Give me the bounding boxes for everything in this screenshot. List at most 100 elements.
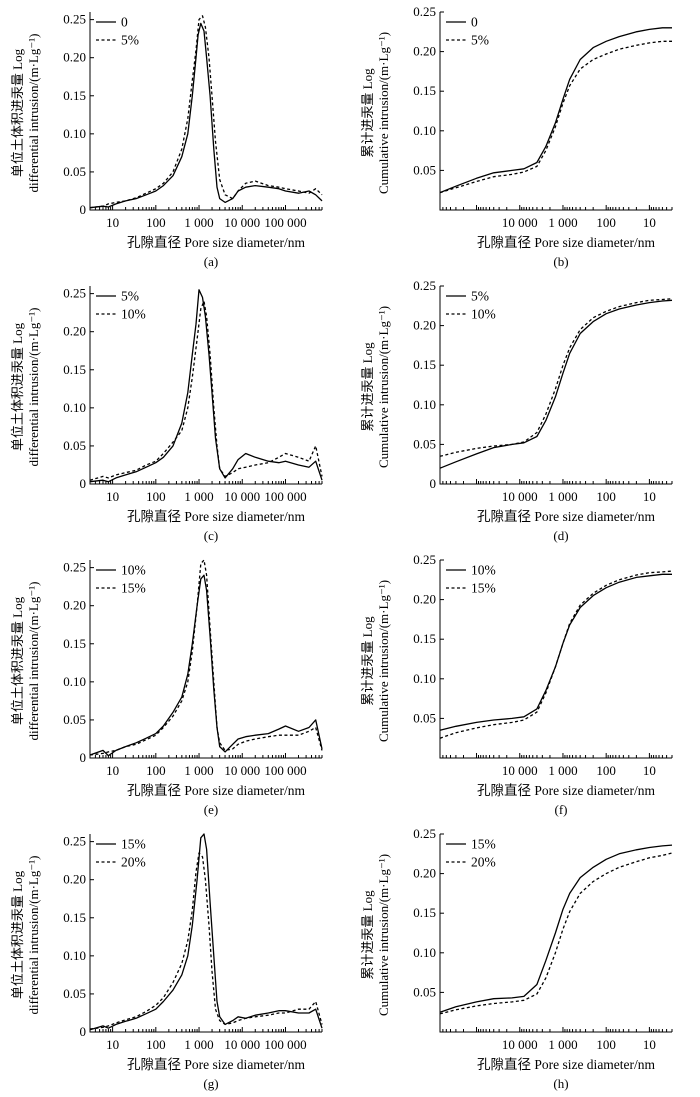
x-tick-label: 10 000 [224,489,260,504]
series-line-0 [89,22,323,209]
y-tick-label: 0.25 [63,560,86,575]
x-axis-label: 孔隙直径 Pore size diameter/nm [127,783,306,798]
y-tick-label: 0.10 [413,671,436,686]
y-tick-label: 0.10 [413,123,436,138]
y-axis-label-line-1: 累计进汞量 Log [360,616,375,706]
series-line-0 [439,27,672,194]
x-tick-label: 10 [643,489,656,504]
legend-label: 0 [121,15,128,30]
series-line-1 [439,40,672,194]
series-line-1 [89,852,323,1030]
series-line-1 [439,852,673,1015]
y-tick-label: 0.25 [413,826,436,841]
x-tick-label: 1 000 [184,1037,213,1052]
legend-label: 20% [471,855,496,870]
legend-label: 5% [471,33,489,48]
x-tick-label: 100 000 [264,215,306,230]
x-axis-label: 孔隙直径 Pore size diameter/nm [477,1057,656,1072]
y-tick-label: 0.05 [63,438,86,453]
y-tick-label: 0.15 [413,83,436,98]
x-tick-label: 10 [106,489,119,504]
x-axis-label: 孔隙直径 Pore size diameter/nm [477,783,656,798]
y-tick-label: 0.20 [413,44,436,59]
chart-panel-f: 0.05 0.10 0.15 0.20 0.25 10 000 1 000 100 10 孔隙直径… [350,548,700,822]
y-axis-label-line-1: 累计进汞量 Log [360,342,375,432]
x-tick-label: 100 [596,1037,616,1052]
panel-label: (e) [204,802,218,817]
legend-label: 0 [471,15,478,30]
y-tick-label: 0.05 [413,436,436,451]
x-tick-label: 1 000 [184,489,213,504]
chart-svg-e: 0 0.05 0.10 0.15 0.20 0.25 10 100 1 000 10 000 100… [10,559,323,817]
panel-label: (f) [555,802,568,817]
y-tick-label: 0 [80,202,87,217]
y-tick-label: 0 [80,1024,87,1039]
y-tick-label: 0.15 [413,631,436,646]
y-tick-label: 0.25 [413,4,436,19]
legend-label: 10% [121,307,146,322]
y-tick-label: 0 [80,476,87,491]
y-tick-label: 0.20 [413,592,436,607]
y-axis-label-line-2: Cumulative intrusion/(m·Lg⁻¹) [376,306,391,468]
chart-svg-h: 0.05 0.10 0.15 0.20 0.25 10 000 1 000 100 10 孔隙直径… [360,826,673,1091]
x-tick-label: 10 000 [224,1037,260,1052]
chart-svg-c: 0 0.05 0.10 0.15 0.20 0.25 10 100 1 000 10 000 100… [10,286,323,543]
y-tick-label: 0.15 [63,910,86,925]
x-tick-label: 10 000 [224,215,260,230]
y-tick-label: 0 [80,750,87,765]
y-tick-label: 0.25 [63,12,86,27]
x-tick-label: 100 000 [264,489,306,504]
y-tick-label: 0.15 [63,88,86,103]
y-tick-label: 0.05 [63,712,86,727]
y-tick-label: 0.25 [63,286,86,301]
x-axis-label: 孔隙直径 Pore size diameter/nm [477,235,656,250]
y-tick-label: 0.10 [63,126,86,141]
y-tick-label: 0.15 [413,905,436,920]
x-tick-label: 10 000 [502,489,538,504]
series-line-1 [439,570,673,739]
x-tick-label: 10 [643,215,656,230]
y-tick-label: 0.25 [413,278,436,293]
y-axis-label-line-1: 单位土体积进汞量 Log [10,596,25,725]
x-tick-label: 1 000 [548,763,577,778]
x-tick-label: 1 000 [548,1037,577,1052]
y-tick-label: 0.15 [63,636,86,651]
legend-label: 10% [471,563,496,578]
chart-svg-g: 0 0.05 0.10 0.15 0.20 0.25 10 100 1 000 10 000 100… [10,833,323,1091]
x-tick-label: 10 000 [502,763,538,778]
chart-svg-b: 0.05 0.10 0.15 0.20 0.25 10 000 1 000 100 10 孔隙直径… [360,4,673,269]
chart-panel-d: 0 0.05 0.10 0.15 0.20 0.25 10 000 1 000 100 10 孔隙直… [350,274,700,548]
series-line-0 [439,844,673,1013]
x-axis-label: 孔隙直径 Pore size diameter/nm [127,509,306,524]
chart-svg-a: 0 0.05 0.10 0.15 0.20 0.25 10 100 1 000 10 000 100… [10,12,323,269]
y-axis-label-line-1: 单位土体积进汞量 Log [10,322,25,451]
y-axis-label-line-2: differential intrusion/(m·Lg⁻¹) [26,856,41,1015]
y-tick-label: 0.05 [413,162,436,177]
y-tick-label: 0.10 [63,400,86,415]
x-tick-label: 10 000 [502,1037,538,1052]
panel-label: (a) [204,254,218,269]
legend-label: 15% [121,581,146,596]
x-axis-label: 孔隙直径 Pore size diameter/nm [477,509,656,524]
panel-label: (g) [203,1076,218,1091]
y-tick-label: 0.25 [63,834,86,849]
series-line-0 [439,573,672,731]
y-tick-label: 0.20 [63,598,86,613]
y-axis-label-line-1: 单位土体积进汞量 Log [10,870,25,999]
chart-svg-f: 0.05 0.10 0.15 0.20 0.25 10 000 1 000 100 10 孔隙直径… [360,552,673,817]
chart-panel-a: 0 0.05 0.10 0.15 0.20 0.25 10 100 1 000 10 000 100… [0,0,350,274]
y-tick-label: 0.20 [63,50,86,65]
x-tick-label: 10 000 [224,763,260,778]
x-tick-label: 10 000 [502,215,538,230]
legend-label: 5% [121,33,139,48]
chart-panel-g: 0 0.05 0.10 0.15 0.20 0.25 10 100 1 000 10 000 100… [0,822,350,1096]
series-line-1 [439,298,673,457]
y-tick-label: 0.05 [63,164,86,179]
series-line-0 [89,574,323,757]
x-tick-label: 1 000 [184,215,213,230]
x-tick-label: 100 [596,215,616,230]
y-tick-label: 0.05 [413,710,436,725]
x-tick-label: 100 000 [264,1037,306,1052]
panel-label: (b) [553,254,568,269]
y-axis-label-line-2: differential intrusion/(m·Lg⁻¹) [26,308,41,467]
